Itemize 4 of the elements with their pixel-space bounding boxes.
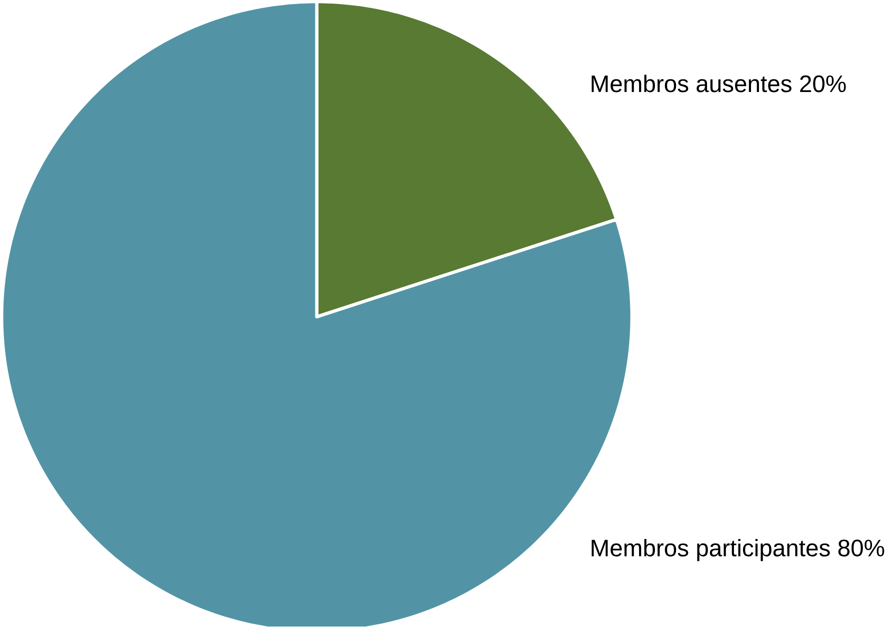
slice-label: Membros ausentes [592, 74, 792, 92]
data-label: 20% [800, 76, 846, 92]
slice-label: Membros participantes [592, 539, 830, 562]
data-label: 80% [838, 540, 884, 557]
